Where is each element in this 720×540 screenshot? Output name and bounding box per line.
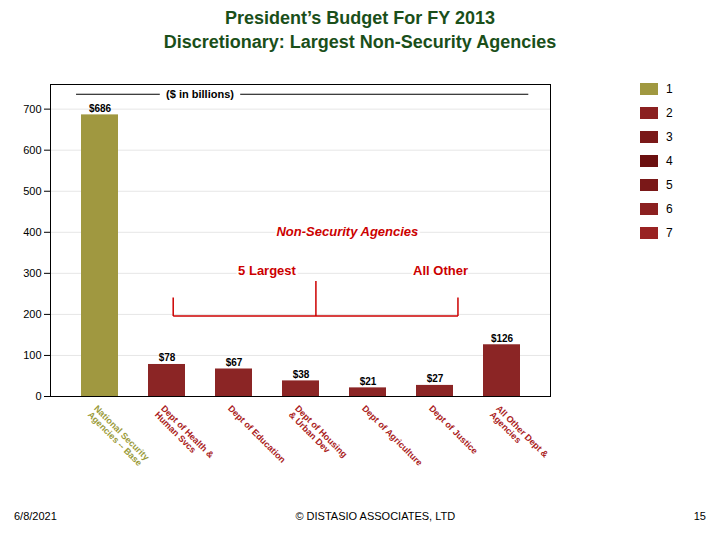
svg-text:Dept of Agriculture: Dept of Agriculture (360, 403, 424, 467)
svg-text:$686: $686 (89, 103, 112, 114)
html-text:4: 4 (666, 154, 673, 168)
svg-text:200: 200 (23, 308, 41, 320)
html-text:2: 2 (666, 106, 673, 120)
svg-text:500: 500 (23, 185, 41, 197)
svg-text:Dept of Health &Human Svcs: Dept of Health &Human Svcs (153, 403, 216, 466)
html-text:© DISTASIO ASSOCIATES, LTD: © DISTASIO ASSOCIATES, LTD (295, 510, 456, 522)
svg-text:$21: $21 (360, 376, 377, 387)
svg-text:Non-Security Agencies: Non-Security Agencies (276, 224, 418, 239)
html-text:6: 6 (666, 202, 673, 216)
html-text:6/8/2021: 6/8/2021 (14, 510, 57, 522)
html-text:5: 5 (666, 178, 673, 192)
html-text:President’s Budget For FY 2013: President’s Budget For FY 2013 (225, 8, 495, 28)
svg-text:300: 300 (23, 267, 41, 279)
html-text:1: 1 (666, 82, 673, 96)
svg-text:$27: $27 (427, 373, 444, 384)
svg-text:700: 700 (23, 103, 41, 115)
svg-text:100: 100 (23, 349, 41, 361)
svg-text:5 Largest: 5 Largest (238, 263, 296, 278)
svg-text:Dept of Housing& Urban Dev: Dept of Housing& Urban Dev (287, 403, 350, 466)
svg-text:$126: $126 (491, 333, 514, 344)
svg-text:National SecurityAgencies -- B: National SecurityAgencies -- Base (86, 403, 151, 468)
svg-text:0: 0 (35, 390, 41, 402)
svg-text:All Other Dept &Agencies: All Other Dept &Agencies (488, 403, 551, 466)
html-text:7: 7 (666, 226, 673, 240)
svg-text:$78: $78 (159, 352, 176, 363)
svg-text:Dept of Justice: Dept of Justice (427, 403, 480, 456)
svg-text:All Other: All Other (413, 263, 468, 278)
svg-text:600: 600 (23, 144, 41, 156)
html-text:15: 15 (693, 510, 706, 522)
html-text:Discretionary: Largest Non-Sec: Discretionary: Largest Non-Security Agen… (163, 32, 557, 52)
svg-text:400: 400 (23, 226, 41, 238)
svg-text:$67: $67 (226, 357, 243, 368)
svg-text:Dept of Education: Dept of Education (226, 403, 288, 465)
svg-text:($ in billions): ($ in billions) (166, 88, 234, 100)
svg-text:$38: $38 (293, 369, 310, 380)
html-text:3: 3 (666, 130, 673, 144)
